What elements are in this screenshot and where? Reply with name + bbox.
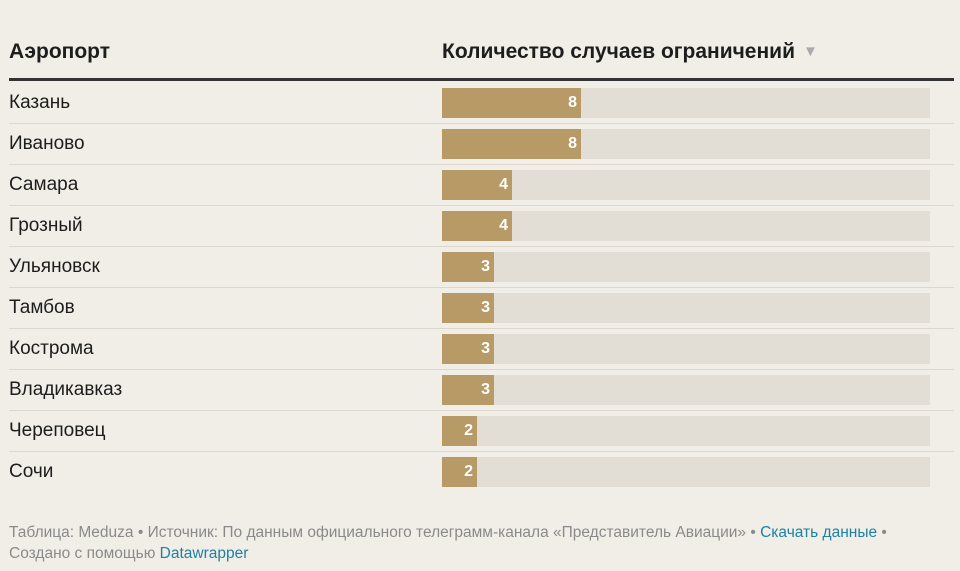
table-row: Сочи 2 <box>9 452 954 492</box>
table-row: Грозный 4 <box>9 206 954 247</box>
airport-name: Череповец <box>9 420 106 441</box>
bar-value-label: 2 <box>464 463 473 480</box>
table-row: Тамбов 3 <box>9 288 954 329</box>
bar-track: 4 <box>442 170 930 200</box>
bar-track: 3 <box>442 334 930 364</box>
bar <box>442 334 494 364</box>
bar-track: 2 <box>442 457 930 487</box>
bar-track: 2 <box>442 416 930 446</box>
bar <box>442 457 477 487</box>
source-credit: Источник: По данным официального телегра… <box>147 524 747 541</box>
bar <box>442 252 494 282</box>
bar-value-label: 3 <box>481 340 490 357</box>
bar-value-label: 4 <box>499 217 508 234</box>
bar-track: 3 <box>442 375 930 405</box>
column-header-count-label: Количество случаев ограничений <box>442 40 795 63</box>
bar-track: 3 <box>442 293 930 323</box>
bullet-separator: • <box>750 524 756 541</box>
bar-value-label: 3 <box>481 299 490 316</box>
table-row: Самара 4 <box>9 165 954 206</box>
airport-name: Самара <box>9 174 79 195</box>
airport-name: Грозный <box>9 215 83 236</box>
table-row: Ульяновск 3 <box>9 247 954 288</box>
column-header-airport-label: Аэропорт <box>9 40 111 63</box>
bar <box>442 129 581 159</box>
bar <box>442 375 494 405</box>
bar <box>442 88 581 118</box>
airport-name: Казань <box>9 92 71 113</box>
table-header: Аэропорт Количество случаев ограничений ▼ <box>9 40 954 81</box>
table-body: Казань 8 Иваново 8 Самара 4 Грозный 4 Ульяновск 3… <box>9 83 954 492</box>
airport-name: Кострома <box>9 338 94 359</box>
bar-value-label: 8 <box>568 94 577 111</box>
table-row: Иваново 8 <box>9 124 954 165</box>
table-row: Череповец 2 <box>9 411 954 452</box>
bar-value-label: 3 <box>481 381 490 398</box>
bar <box>442 211 512 241</box>
bar-value-label: 2 <box>464 422 473 439</box>
created-with-label: Создано с помощью <box>9 545 156 562</box>
bar <box>442 293 494 323</box>
bar-value-label: 8 <box>568 135 577 152</box>
table-row: Владикавказ 3 <box>9 370 954 411</box>
airport-name: Тамбов <box>9 297 75 318</box>
airport-name: Ульяновск <box>9 256 100 277</box>
bar-value-label: 4 <box>499 176 508 193</box>
table-credit: Таблица: Meduza <box>9 524 134 541</box>
table-row: Кострома 3 <box>9 329 954 370</box>
datawrapper-link[interactable]: Datawrapper <box>159 545 249 562</box>
bar-track: 8 <box>442 88 930 118</box>
airport-name: Сочи <box>9 461 54 482</box>
bar <box>442 416 477 446</box>
download-data-link[interactable]: Скачать данные <box>760 524 878 541</box>
sort-descending-icon[interactable]: ▼ <box>803 43 818 60</box>
bullet-separator: • <box>881 524 887 541</box>
column-header-airport[interactable]: Аэропорт <box>9 40 110 64</box>
bar-track: 8 <box>442 129 930 159</box>
bar-track: 4 <box>442 211 930 241</box>
airport-name: Владикавказ <box>9 379 123 400</box>
table-row: Казань 8 <box>9 83 954 124</box>
footer: Таблица: Meduza • Источник: По данным оф… <box>9 522 949 564</box>
airport-name: Иваново <box>9 133 85 154</box>
column-header-count[interactable]: Количество случаев ограничений ▼ <box>442 40 818 64</box>
bar <box>442 170 512 200</box>
bar-track: 3 <box>442 252 930 282</box>
bar-value-label: 3 <box>481 258 490 275</box>
bullet-separator: • <box>137 524 144 541</box>
